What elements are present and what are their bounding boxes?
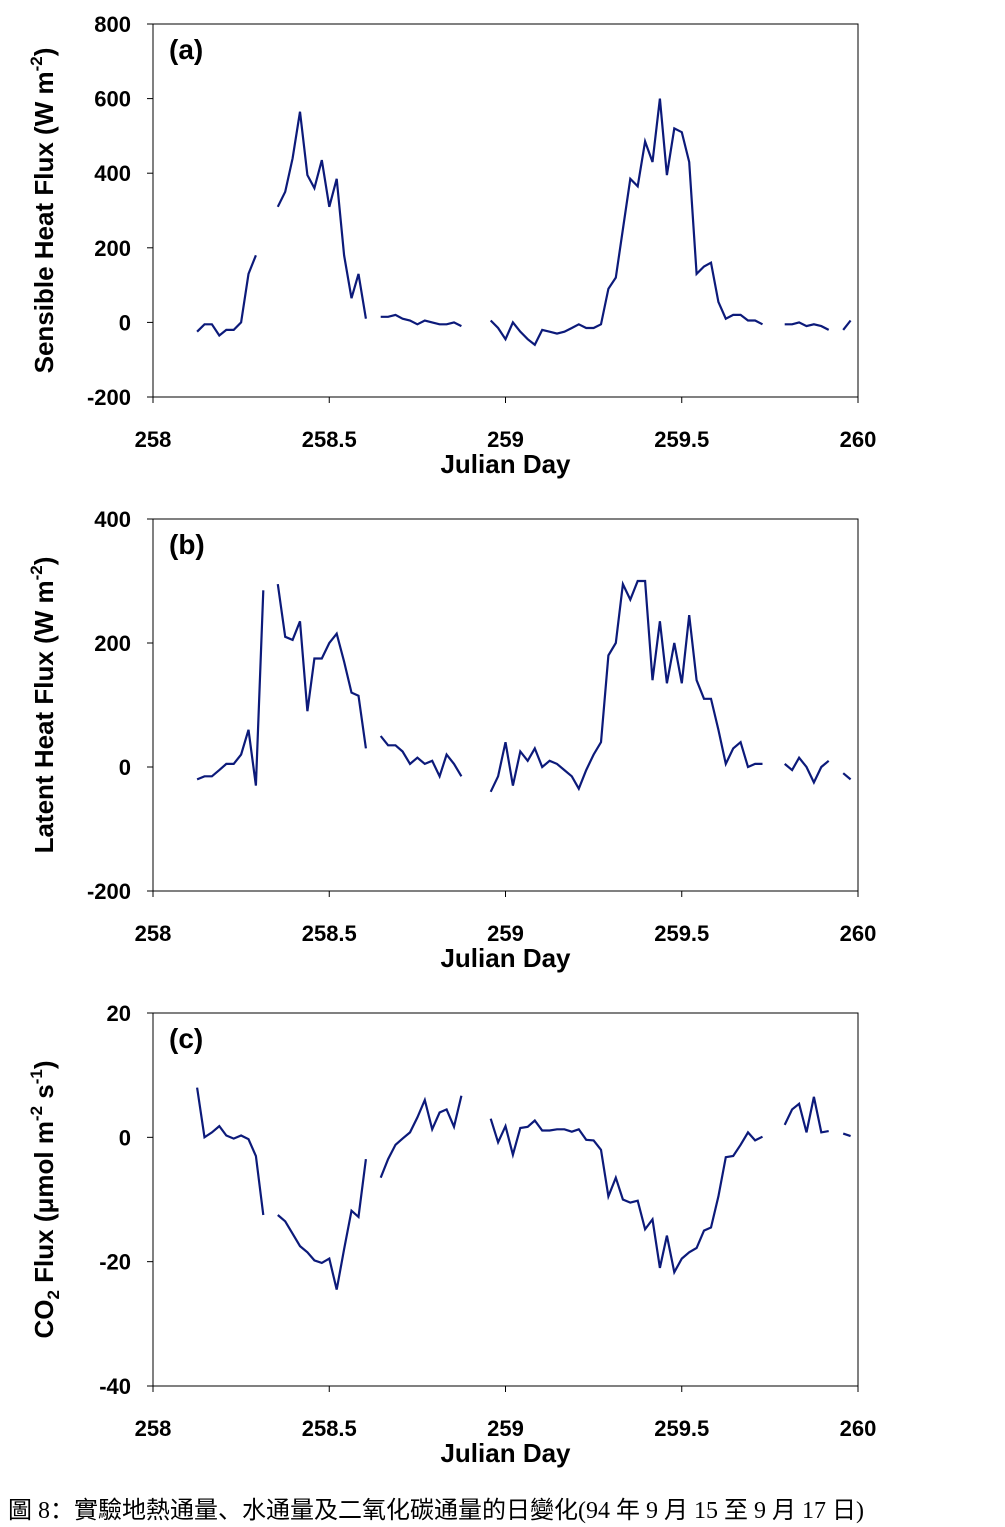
y-axis-label-part: Latent Heat Flux (W m bbox=[29, 580, 59, 853]
series-line-segment-5 bbox=[783, 755, 830, 786]
y-axis-label-part: CO bbox=[29, 1300, 59, 1339]
series-line-segment-6 bbox=[842, 319, 852, 331]
series-line-segment-1 bbox=[196, 590, 265, 786]
y-tick-label: 0 bbox=[119, 755, 131, 780]
series-line-segment-4 bbox=[489, 1118, 763, 1276]
y-tick-label: 800 bbox=[94, 12, 131, 37]
x-tick-label: 259 bbox=[487, 1416, 524, 1441]
y-tick-label: -20 bbox=[99, 1250, 131, 1275]
x-tick-label: 260 bbox=[840, 921, 877, 946]
x-tick-label: 258 bbox=[135, 921, 172, 946]
x-tick-label: 259.5 bbox=[654, 921, 709, 946]
x-axis-label: Julian Day bbox=[440, 1438, 571, 1468]
series-line-segment-2 bbox=[276, 583, 367, 749]
x-tick-label: 258 bbox=[135, 427, 172, 452]
series-line-segment-3 bbox=[379, 735, 463, 780]
chart-panel-2: -200 0 200 400 258 258.5 259 259.5 260 Julian Day… bbox=[27, 507, 876, 973]
y-tick-label: 400 bbox=[94, 507, 131, 532]
y-tick-label: -200 bbox=[87, 879, 131, 904]
y-axis-label-part: Flux (μmol m bbox=[29, 1121, 59, 1290]
x-tick-label: 260 bbox=[840, 427, 877, 452]
series-line-segment-1 bbox=[196, 254, 257, 338]
panel-label: (a) bbox=[169, 34, 203, 65]
x-tick-label: 259 bbox=[487, 921, 524, 946]
plot-frame bbox=[152, 1012, 859, 1387]
series-line-segment-6 bbox=[842, 1132, 851, 1138]
y-axis-label: CO2 Flux (μmol m-2 s-1) bbox=[27, 1060, 63, 1338]
series-line-segment-2 bbox=[277, 1158, 367, 1290]
y-tick-label: 200 bbox=[94, 631, 131, 656]
x-tick-label: 259.5 bbox=[654, 1416, 709, 1441]
series-line-segment-4 bbox=[489, 98, 764, 347]
panel-label: (c) bbox=[169, 1023, 203, 1054]
chart-panel-1: -200 0 200 400 600 800 258 258.5 259 259.5 260 Juli… bbox=[27, 12, 876, 479]
y-tick-label: 0 bbox=[119, 310, 131, 335]
y-axis-label-part: ) bbox=[29, 557, 59, 566]
series-line-segment-3 bbox=[379, 1095, 463, 1179]
y-tick-label: 20 bbox=[107, 1001, 131, 1026]
y-axis-label-part: -2 bbox=[27, 565, 46, 580]
y-tick-label: 200 bbox=[94, 236, 131, 261]
y-axis-label-part: Sensible Heat Flux (W m bbox=[29, 71, 59, 373]
x-tick-label: 258.5 bbox=[302, 921, 357, 946]
y-axis-label-part: s bbox=[29, 1084, 59, 1106]
y-tick-label: 600 bbox=[94, 87, 131, 112]
x-axis-label: Julian Day bbox=[440, 449, 571, 479]
series-line-segment-6 bbox=[842, 772, 852, 781]
y-tick-label: 400 bbox=[94, 161, 131, 186]
panel-label: (b) bbox=[169, 529, 205, 560]
series-line-segment-4 bbox=[489, 579, 763, 793]
y-axis-label-part: -2 bbox=[27, 1106, 46, 1121]
figure-caption: 圖 8：實驗地熱通量、水通量及二氧化碳通量的日變化(94 年 9 月 15 至 … bbox=[8, 1498, 864, 1524]
x-axis-label: Julian Day bbox=[440, 943, 571, 973]
y-axis-label-part: -1 bbox=[27, 1069, 46, 1084]
series-line-segment-5 bbox=[783, 1096, 829, 1134]
y-axis-label-part: ) bbox=[29, 48, 59, 57]
y-axis-label: Latent Heat Flux (W m-2) bbox=[27, 557, 59, 854]
y-axis-label: Sensible Heat Flux (W m-2) bbox=[27, 48, 59, 374]
x-tick-label: 259.5 bbox=[654, 427, 709, 452]
series-line-segment-2 bbox=[276, 111, 367, 319]
x-tick-label: 258.5 bbox=[302, 1416, 357, 1441]
y-axis-label-part: ) bbox=[29, 1060, 59, 1069]
x-tick-label: 258.5 bbox=[302, 427, 357, 452]
x-tick-label: 260 bbox=[840, 1416, 877, 1441]
y-tick-label: -200 bbox=[87, 385, 131, 410]
chart-panel-3: -40 -20 0 20 258 258.5 259 259.5 260 Julian Day CO… bbox=[27, 1001, 876, 1468]
y-tick-label: -40 bbox=[99, 1374, 131, 1399]
series-line-segment-1 bbox=[196, 1087, 265, 1216]
y-axis-label-part: -2 bbox=[27, 56, 46, 71]
series-line-segment-3 bbox=[380, 313, 462, 328]
y-tick-label: 0 bbox=[119, 1125, 131, 1150]
x-tick-label: 259 bbox=[487, 427, 524, 452]
y-axis-label-part: 2 bbox=[44, 1290, 63, 1299]
x-tick-label: 258 bbox=[135, 1416, 172, 1441]
series-line-segment-5 bbox=[784, 321, 830, 331]
